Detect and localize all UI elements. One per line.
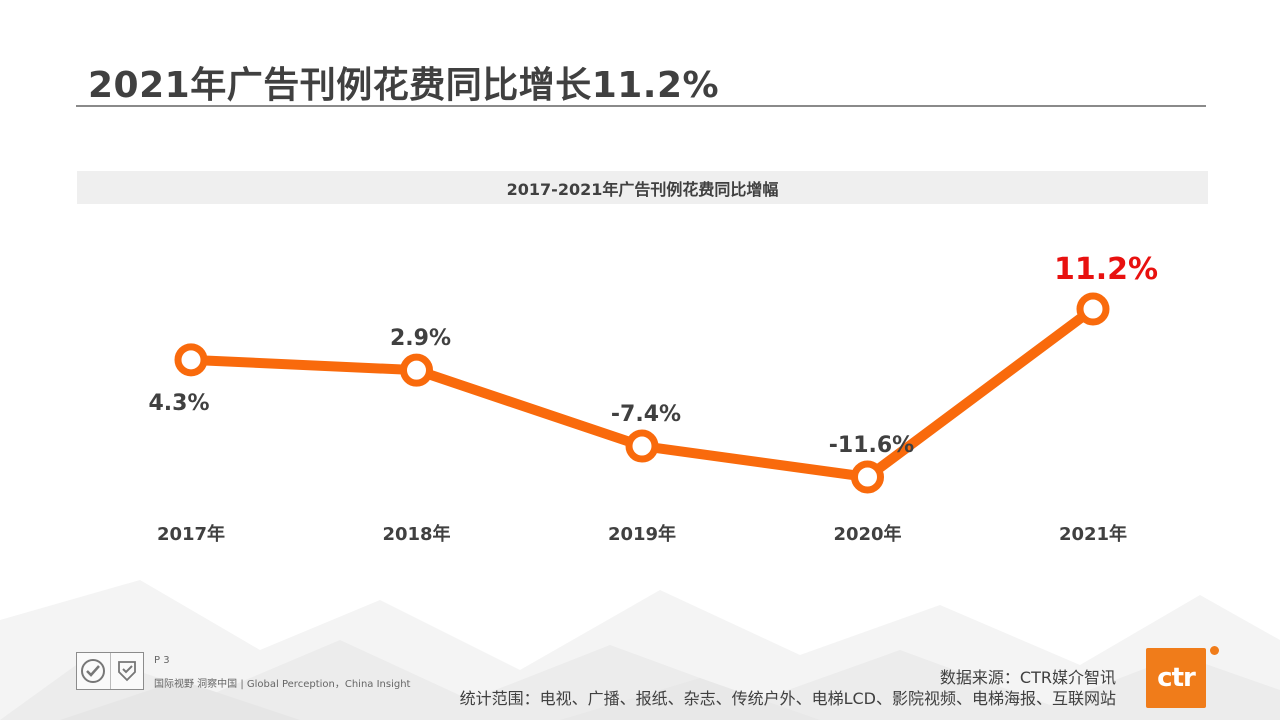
data-label: -7.4% xyxy=(611,402,681,427)
data-point xyxy=(625,429,659,463)
x-tick-label: 2017年 xyxy=(157,523,225,545)
data-source: 数据来源：CTR媒介智讯 xyxy=(939,668,1116,687)
ctr-logo-text: ctr xyxy=(1157,663,1196,693)
sgs-cert-icon xyxy=(77,653,111,689)
page-title: 2021年广告刊例花费同比增长11.2% xyxy=(88,65,720,106)
background-polygons xyxy=(0,580,1280,720)
chart-title-banner: 2017-2021年广告刊例花费同比增幅 xyxy=(77,171,1208,204)
data-point xyxy=(851,460,884,494)
x-tick-label: 2021年 xyxy=(1059,523,1127,545)
data-label: 11.2% xyxy=(1054,252,1158,287)
x-tick-label: 2019年 xyxy=(608,523,676,545)
certification-badges xyxy=(76,652,144,690)
ukas-cert-icon xyxy=(111,653,144,689)
page-number: P 3 xyxy=(154,655,170,666)
data-label: 2.9% xyxy=(390,326,451,351)
x-tick-label: 2020年 xyxy=(833,523,901,545)
company-slogan: 国际视野 洞察中国 | Global Perception，China Insi… xyxy=(154,679,411,690)
ctr-logo: ctr xyxy=(1146,648,1206,708)
data-point xyxy=(174,343,208,377)
logo-dot-icon xyxy=(1210,646,1219,655)
statistics-scope: 统计范围：电视、广播、报纸、杂志、传统户外、电梯LCD、影院视频、电梯海报、互联… xyxy=(459,689,1116,708)
x-tick-label: 2018年 xyxy=(382,523,450,545)
data-label: -11.6% xyxy=(829,433,914,458)
data-point xyxy=(1076,292,1110,326)
title-divider xyxy=(76,105,1206,107)
chart-title: 2017-2021年广告刊例花费同比增幅 xyxy=(506,179,779,199)
data-point xyxy=(400,353,433,387)
data-label: 4.3% xyxy=(148,391,209,416)
